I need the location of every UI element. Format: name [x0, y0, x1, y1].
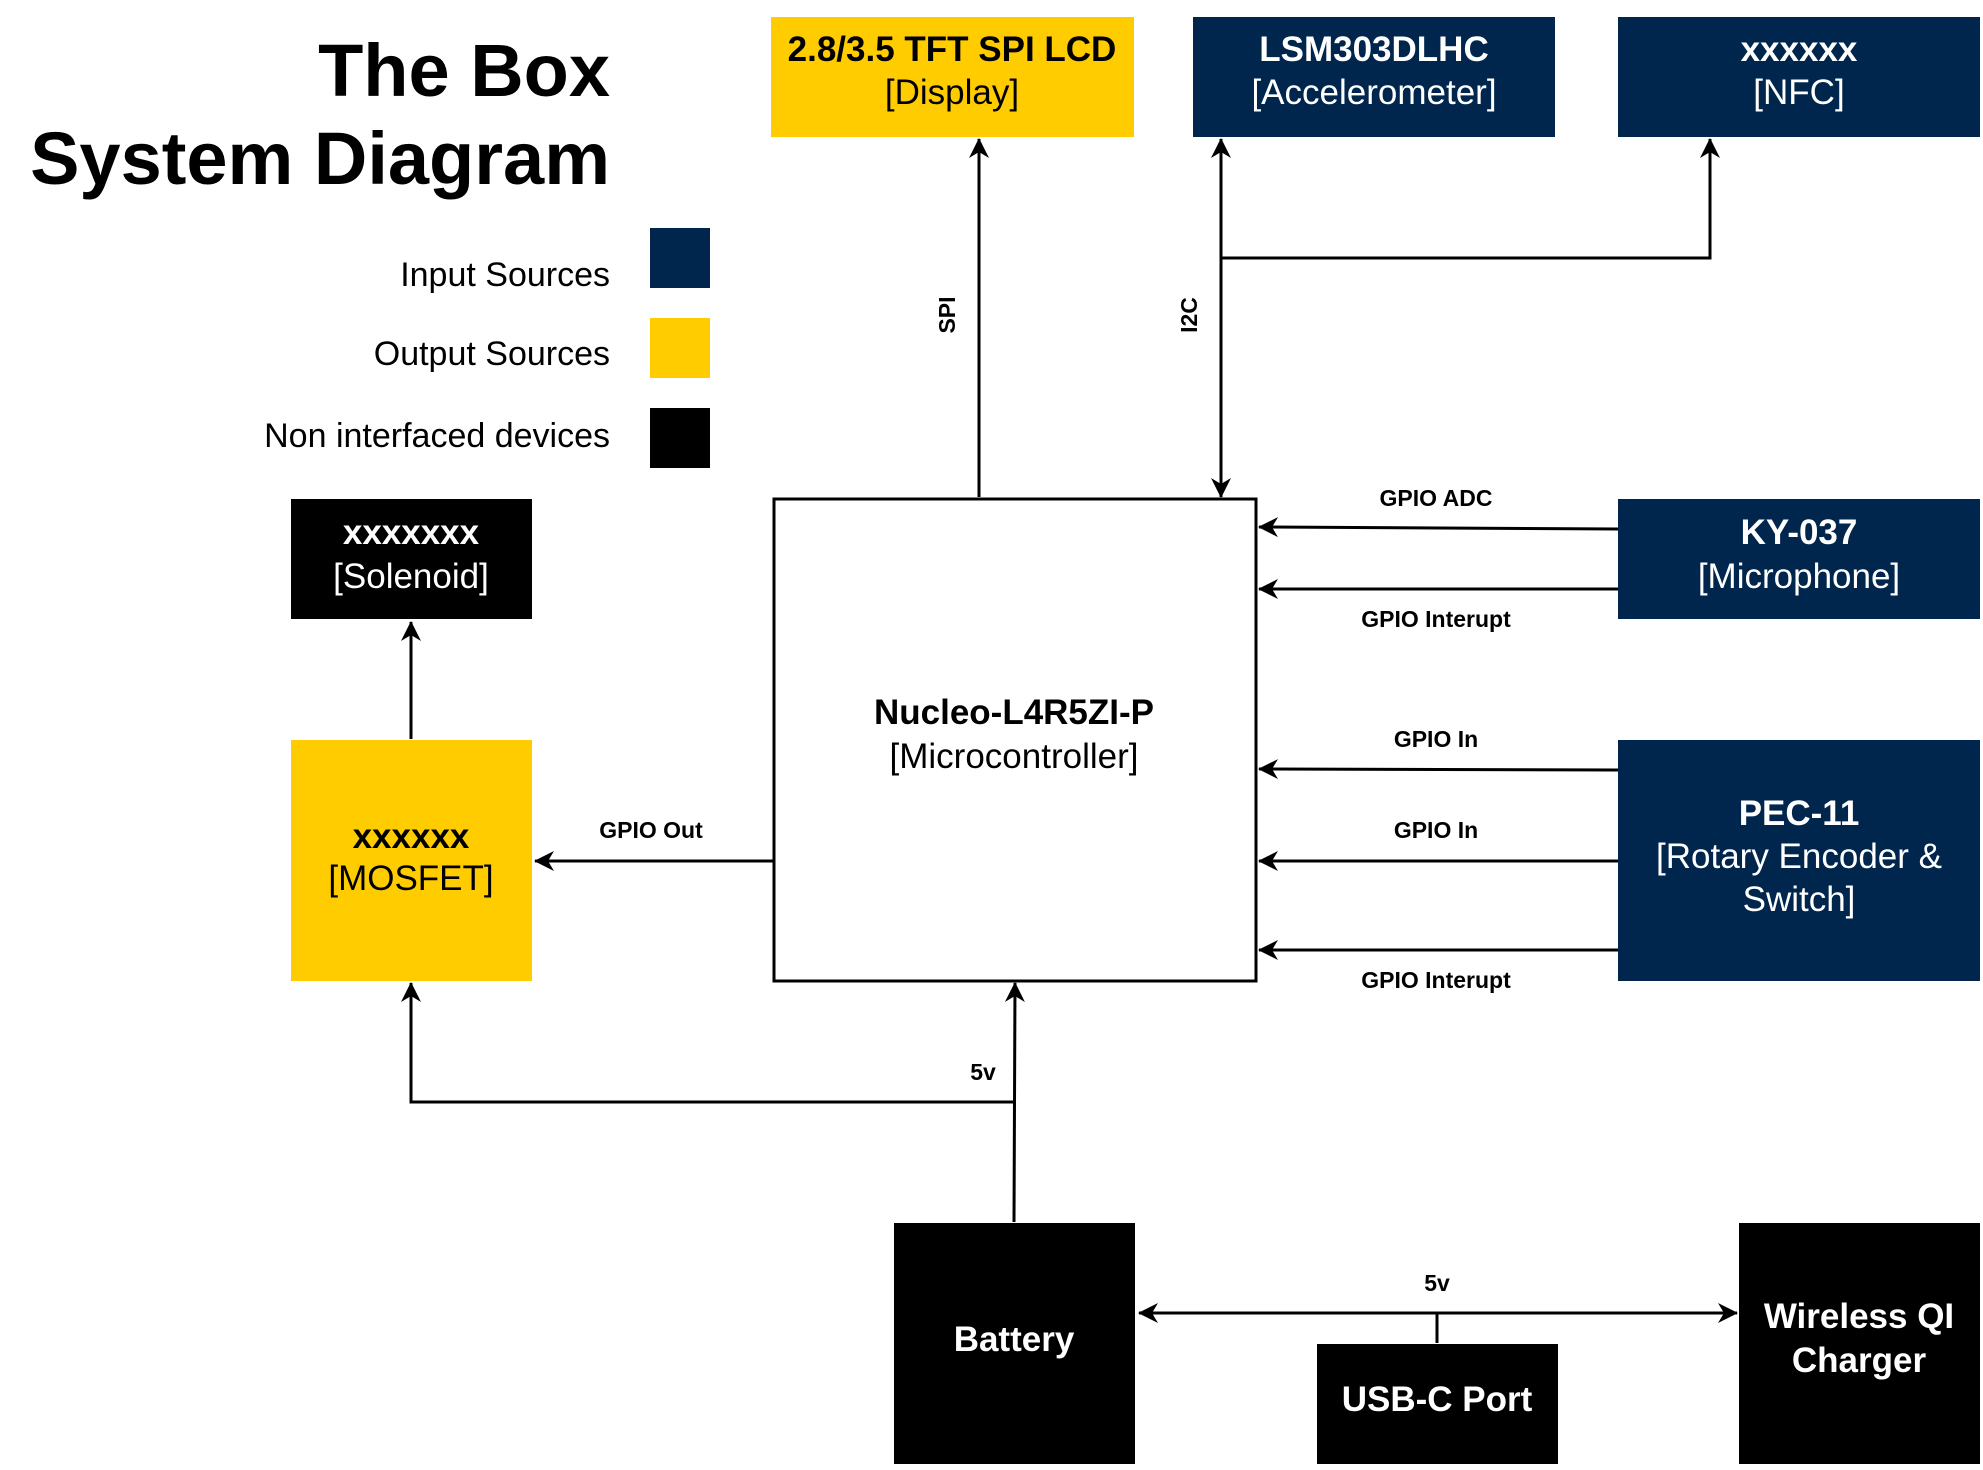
charger-name-line1: Wireless QI	[1764, 1297, 1954, 1336]
gpio-interrupt-mic-label: GPIO Interupt	[1361, 606, 1511, 632]
encoder-name: PEC-11	[1739, 794, 1860, 833]
nfc-node[interactable]: xxxxxx [NFC]	[1618, 17, 1980, 137]
charger-name-line2: Charger	[1792, 1341, 1927, 1380]
display-box	[771, 17, 1134, 137]
accelerometer-node[interactable]: LSM303DLHC [Accelerometer]	[1193, 17, 1555, 137]
gpio-in-1-connector	[1258, 759, 1619, 780]
microphone-node[interactable]: KY-037 [Microphone]	[1618, 499, 1980, 619]
legend-swatch-input	[650, 228, 710, 288]
i2c-nfc-branch	[1221, 138, 1720, 260]
spi-label: SPI	[934, 296, 960, 333]
microcontroller-role: [Microcontroller]	[890, 737, 1139, 776]
display-role: [Display]	[885, 73, 1019, 112]
encoder-role-line1: [Rotary Encoder &	[1656, 837, 1942, 876]
nfc-role: [NFC]	[1753, 73, 1844, 112]
edge-labels: SPI I2C GPIO ADC GPIO Interupt GPIO In G…	[599, 296, 1511, 1296]
power-5v-mcu-connector	[1004, 982, 1025, 1223]
power-5v-usb-label: 5v	[1424, 1270, 1450, 1296]
accelerometer-name: LSM303DLHC	[1259, 30, 1488, 69]
gpio-in-1-label: GPIO In	[1394, 726, 1478, 752]
connections	[401, 138, 1738, 1343]
solenoid-role: [Solenoid]	[333, 557, 489, 596]
legend-swatch-output	[650, 318, 710, 378]
encoder-box	[1618, 740, 1980, 981]
battery-name: Battery	[954, 1320, 1075, 1359]
gpio-out-label: GPIO Out	[599, 817, 703, 843]
legend-label-output: Output Sources	[374, 335, 610, 373]
gpio-interrupt-enc-label: GPIO Interupt	[1361, 967, 1511, 993]
microphone-name: KY-037	[1741, 513, 1858, 552]
display-name: 2.8/3.5 TFT SPI LCD	[788, 30, 1117, 69]
gpio-in-2-label: GPIO In	[1394, 817, 1478, 843]
solenoid-node[interactable]: xxxxxxx [Solenoid]	[291, 499, 532, 619]
i2c-label: I2C	[1176, 297, 1202, 333]
legend-label-non-interfaced: Non interfaced devices	[264, 417, 610, 455]
microphone-role: [Microphone]	[1698, 557, 1900, 596]
legend: Input Sources Output Sources Non interfa…	[264, 228, 710, 468]
microphone-box	[1618, 499, 1980, 619]
diagram-title-line2: System Diagram	[30, 117, 610, 200]
accelerometer-role: [Accelerometer]	[1251, 73, 1496, 112]
mosfet-role: [MOSFET]	[328, 859, 493, 898]
mosfet-node[interactable]: xxxxxx [MOSFET]	[291, 740, 532, 981]
charger-node[interactable]: Wireless QI Charger	[1739, 1223, 1980, 1464]
encoder-role-line2: Switch]	[1743, 880, 1856, 919]
gpio-adc-label: GPIO ADC	[1380, 485, 1493, 511]
mosfet-name: xxxxxx	[353, 817, 470, 856]
power-5v-mosfet-branch	[401, 982, 1014, 1104]
usbc-box	[1317, 1344, 1558, 1464]
display-node[interactable]: 2.8/3.5 TFT SPI LCD [Display]	[771, 17, 1134, 137]
nfc-name: xxxxxx	[1741, 30, 1858, 69]
mosfet-box	[291, 740, 532, 981]
diagram-title-line1: The Box	[318, 29, 610, 112]
usbc-name: USB-C Port	[1342, 1380, 1533, 1419]
usbc-node[interactable]: USB-C Port	[1317, 1344, 1558, 1464]
gpio-adc-connector	[1258, 517, 1619, 538]
solenoid-name: xxxxxxx	[343, 513, 480, 552]
power-5v-mcu-label: 5v	[970, 1059, 996, 1085]
legend-swatch-non-interfaced	[650, 408, 710, 468]
battery-box	[894, 1223, 1135, 1464]
microcontroller-box	[772, 497, 1258, 983]
battery-node[interactable]: Battery	[894, 1223, 1135, 1464]
encoder-node[interactable]: PEC-11 [Rotary Encoder & Switch]	[1618, 740, 1980, 981]
charger-box	[1739, 1223, 1980, 1464]
microcontroller-name: Nucleo-L4R5ZI-P	[874, 693, 1154, 732]
solenoid-box	[291, 499, 532, 619]
legend-label-input: Input Sources	[400, 256, 610, 294]
nfc-box	[1618, 17, 1980, 137]
accelerometer-box	[1193, 17, 1555, 137]
microcontroller-node[interactable]: Nucleo-L4R5ZI-P [Microcontroller]	[772, 497, 1258, 983]
